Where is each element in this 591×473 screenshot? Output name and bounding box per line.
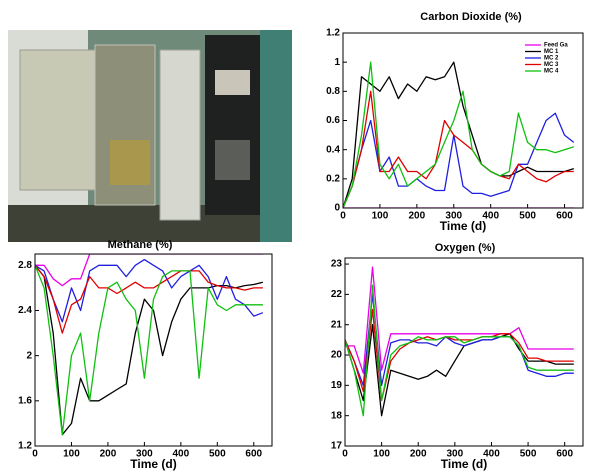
legend-label: MC 2 [544, 56, 559, 62]
photo-screen [215, 70, 250, 95]
x-tick-label: 200 [409, 211, 426, 222]
x-axis-label: Time (d) [440, 219, 486, 233]
x-tick-label: 100 [372, 211, 389, 222]
y-tick-label: 23 [331, 259, 343, 270]
series-line [343, 90, 574, 208]
y-tick-label: 0.6 [326, 115, 340, 126]
legend-label: MC 3 [544, 62, 559, 68]
chart-title: Methane (%) [108, 239, 173, 251]
series-line [343, 61, 574, 208]
plot-frame [342, 32, 584, 209]
y-tick-label: 1.6 [18, 395, 32, 406]
chart: Methane (%) 1.2 1.6 2 2.4 2.8 0 100 200 300 400 500… [18, 239, 273, 471]
photo-bottles [110, 140, 150, 185]
photo-panel [215, 140, 250, 180]
plot-area [35, 254, 264, 436]
x-axis-label: Time (d) [130, 457, 176, 471]
x-tick-label: 400 [173, 449, 190, 460]
y-tick-label: 18 [331, 410, 343, 421]
y-tick-label: 2.4 [18, 305, 32, 316]
x-tick-label: 100 [373, 449, 390, 460]
y-tick-label: 1 [334, 57, 340, 68]
x-tick-label: 300 [447, 449, 464, 460]
x-tick-label: 600 [556, 211, 573, 222]
x-tick-label: 300 [136, 449, 153, 460]
y-tick-label: 19 [331, 380, 343, 391]
chart: Carbon Dioxide (%) 0 0.2 0.4 0.6 0.8 1 1.2 0 100 2… [326, 11, 584, 233]
plot-area [345, 266, 574, 417]
photo-wall-right [260, 30, 292, 242]
y-tick-label: 1.2 [326, 28, 340, 39]
x-tick-label: 400 [483, 449, 500, 460]
series-line [35, 254, 263, 287]
y-tick-label: 22 [331, 289, 343, 300]
y-tick-label: 0.2 [326, 173, 340, 184]
series-line [35, 264, 263, 334]
y-tick-label: 2 [26, 350, 32, 361]
x-tick-label: 0 [340, 211, 346, 222]
photo-rack [205, 35, 260, 215]
x-tick-label: 600 [556, 449, 573, 460]
series-line [345, 284, 574, 417]
series-line [345, 293, 574, 387]
series-line [345, 324, 574, 417]
legend-label: MC 1 [544, 49, 559, 55]
y-tick-label: 20 [331, 350, 343, 361]
x-tick-label: 500 [519, 211, 536, 222]
photo-open-door [159, 49, 201, 221]
series-line [343, 112, 575, 208]
series-line [35, 258, 264, 323]
legend-label: MC 4 [544, 69, 559, 75]
x-tick-label: 100 [63, 449, 80, 460]
y-tick-label: 1.2 [18, 441, 32, 452]
chart-title: Carbon Dioxide (%) [420, 11, 522, 23]
photo-cabinet-door [19, 49, 96, 191]
y-tick-label: 17 [331, 441, 343, 452]
plot-frame [34, 253, 273, 447]
legend-label: Feed Ga [544, 43, 568, 49]
x-tick-label: 500 [520, 449, 537, 460]
x-tick-label: 200 [100, 449, 117, 460]
y-tick-label: 0 [334, 203, 340, 214]
x-tick-label: 600 [245, 449, 262, 460]
plot-area [343, 61, 575, 208]
x-tick-label: 400 [482, 211, 499, 222]
x-tick-label: 200 [410, 449, 427, 460]
series-line [35, 264, 264, 436]
chart-title: Oxygen (%) [435, 242, 496, 254]
x-tick-label: 500 [209, 449, 226, 460]
series-line [345, 266, 574, 374]
y-tick-label: 21 [331, 319, 343, 330]
x-tick-label: 300 [445, 211, 462, 222]
x-axis-label: Time (d) [441, 457, 487, 471]
photo [8, 30, 292, 242]
y-tick-label: 0.4 [326, 144, 340, 155]
chart: Oxygen (%) 17 18 19 20 21 22 23 0 100 200 300 400 500… [331, 242, 584, 471]
series-line [35, 265, 263, 436]
y-tick-label: 2.8 [18, 260, 32, 271]
y-tick-label: 0.8 [326, 86, 340, 97]
x-tick-label: 0 [32, 449, 38, 460]
plot-frame [344, 257, 584, 447]
series-line [343, 61, 574, 208]
x-tick-label: 0 [342, 449, 348, 460]
